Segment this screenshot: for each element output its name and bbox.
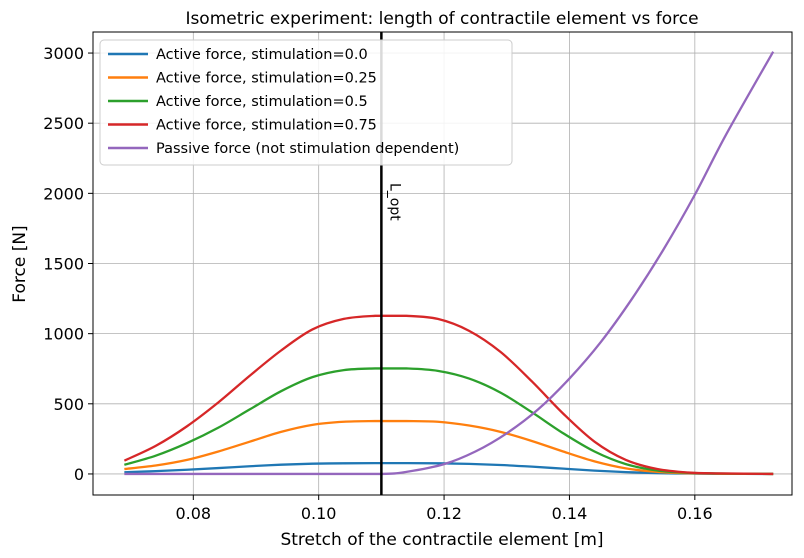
x-axis: 0.08 0.10 0.12 0.14 0.16 (175, 495, 713, 523)
x-axis-title: Stretch of the contractile element [m] (280, 530, 603, 550)
x-tick-label: 0.10 (301, 504, 337, 523)
x-tick-label: 0.16 (677, 504, 713, 523)
x-tick-label: 0.14 (552, 504, 588, 523)
legend-label-1: Active force, stimulation=0.0 (156, 47, 368, 63)
legend-label-5: Passive force (not stimulation dependent… (156, 141, 459, 157)
y-axis: 0 500 1000 1500 2000 2500 3000 (43, 44, 93, 484)
y-tick-label: 2500 (43, 114, 84, 133)
legend: Active force, stimulation=0.0 Active forc… (99, 39, 513, 166)
y-tick-label: 2000 (43, 184, 84, 203)
x-tick-label: 0.08 (175, 504, 211, 523)
legend-label-4: Active force, stimulation=0.75 (156, 118, 377, 134)
chart-title: Isometric experiment: length of contract… (185, 9, 698, 29)
y-tick-label: 1500 (43, 255, 84, 274)
y-tick-label: 3000 (43, 44, 84, 63)
series-layer (123, 51, 775, 476)
x-tick-label: 0.12 (426, 504, 462, 523)
y-tick-label: 1000 (43, 325, 84, 344)
series-line-1 (124, 462, 774, 476)
series-line-5 (124, 51, 775, 476)
legend-label-2: Active force, stimulation=0.25 (156, 71, 377, 87)
series-line-2 (124, 419, 774, 476)
l-opt-label: L_opt (386, 183, 402, 221)
series-line-4 (123, 314, 774, 476)
y-tick-label: 500 (53, 395, 84, 414)
y-axis-title: Force [N] (10, 225, 30, 302)
series-line-3 (124, 367, 774, 476)
y-tick-label: 0 (74, 465, 84, 484)
legend-box (99, 39, 513, 166)
legend-label-3: Active force, stimulation=0.5 (156, 94, 368, 110)
